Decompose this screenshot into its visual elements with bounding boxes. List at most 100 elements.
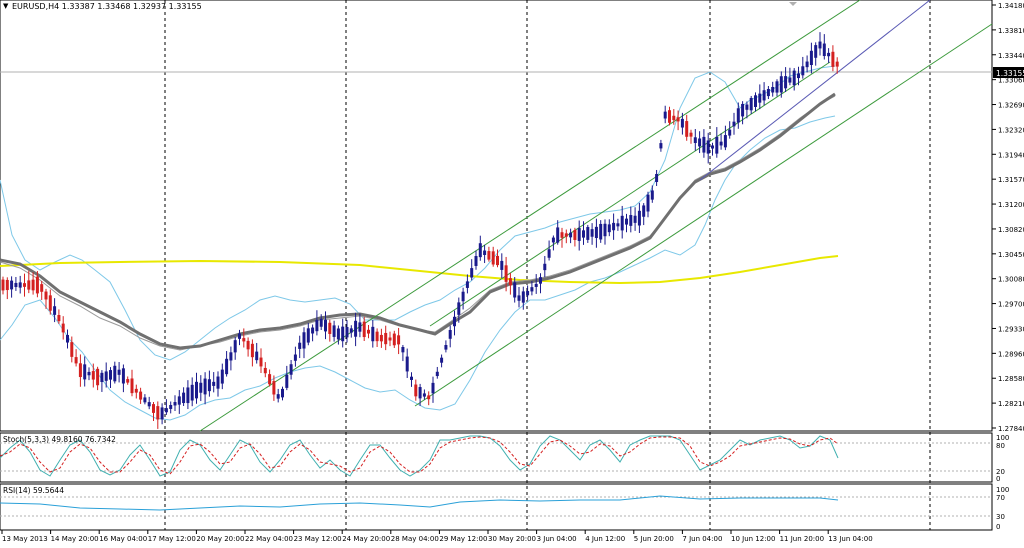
candle-body[interactable] [470,268,474,278]
candle-body[interactable] [603,223,607,237]
candle-body[interactable] [728,129,732,136]
candle-body[interactable] [169,404,173,409]
candle-body[interactable] [663,111,667,119]
candle-body[interactable] [397,335,401,345]
candle-body[interactable] [706,140,710,154]
candle-body[interactable] [741,103,745,117]
candle-body[interactable] [818,41,822,49]
candle-body[interactable] [66,334,69,343]
candle-body[interactable] [109,370,112,380]
candle-body[interactable] [642,205,646,217]
candle-body[interactable] [594,226,598,239]
candle-body[interactable] [229,352,233,361]
candle-body[interactable] [126,379,130,383]
candle-body[interactable] [143,397,147,403]
candle-body[interactable] [560,232,564,238]
candle-body[interactable] [590,229,594,237]
candle-body[interactable] [113,365,117,382]
candle-body[interactable] [797,73,800,79]
candle-body[interactable] [573,230,577,240]
candle-body[interactable] [702,136,706,153]
candle-body[interactable] [315,319,319,332]
candle-body[interactable] [319,318,323,327]
candle-body[interactable] [336,328,340,340]
candlesticks[interactable] [1,32,839,429]
candle-body[interactable] [332,325,336,337]
candle-body[interactable] [633,215,637,223]
candle-body[interactable] [87,371,91,376]
candle-body[interactable] [577,228,581,241]
candle-body[interactable] [70,342,74,357]
candle-body[interactable] [371,326,375,342]
candle-body[interactable] [405,356,409,372]
candle-body[interactable] [78,363,82,378]
candle-body[interactable] [500,260,504,270]
candle-body[interactable] [1,279,5,291]
candle-body[interactable] [186,387,190,404]
candle-body[interactable] [216,376,220,389]
candle-body[interactable] [745,104,749,110]
candle-body[interactable] [130,378,134,394]
candle-body[interactable] [779,76,783,93]
candle-body[interactable] [298,342,302,349]
candle-body[interactable] [444,345,448,350]
candle-body[interactable] [814,45,818,58]
candle-body[interactable] [61,323,65,333]
candle-body[interactable] [508,278,512,286]
candle-body[interactable] [53,306,57,315]
candle-body[interactable] [31,279,35,291]
candle-body[interactable] [418,387,422,399]
candle-body[interactable] [792,70,796,86]
candle-body[interactable] [134,388,138,393]
candle-body[interactable] [719,141,723,146]
candle-body[interactable] [207,379,211,392]
candle-body[interactable] [530,287,534,292]
candle-body[interactable] [422,393,426,397]
candle-body[interactable] [414,384,418,397]
candle-body[interactable] [23,283,26,287]
candle-body[interactable] [203,378,207,395]
candle-body[interactable] [44,291,48,300]
candle-body[interactable] [526,291,530,296]
candle-body[interactable] [680,118,684,128]
candle-body[interactable] [289,364,293,375]
candle-body[interactable] [440,357,444,363]
candle-body[interactable] [358,322,362,332]
candle-body[interactable] [233,340,237,353]
main-price-panel[interactable] [0,0,993,432]
candle-body[interactable] [620,215,624,231]
candle-body[interactable] [367,329,370,334]
candle-body[interactable] [754,95,757,107]
candle-body[interactable] [250,343,254,358]
candle-body[interactable] [164,408,168,413]
candle-body[interactable] [100,372,104,383]
candle-body[interactable] [775,81,779,93]
candle-body[interactable] [625,218,628,225]
candle-body[interactable] [5,279,9,291]
candle-body[interactable] [281,388,284,398]
candle-body[interactable] [401,346,405,353]
candle-body[interactable] [607,224,611,233]
candle-body[interactable] [384,332,388,345]
candle-body[interactable] [517,295,521,301]
candle-body[interactable] [513,282,517,298]
candle-body[interactable] [91,371,95,380]
candle-body[interactable] [177,396,181,405]
candle-body[interactable] [285,374,289,388]
candle-body[interactable] [564,233,568,237]
candle-body[interactable] [805,61,809,68]
candle-body[interactable] [238,333,241,339]
candle-body[interactable] [388,337,392,341]
candle-body[interactable] [121,368,125,384]
candle-body[interactable] [835,61,839,67]
candle-body[interactable] [10,280,14,290]
candle-body[interactable] [711,145,714,149]
candle-body[interactable] [822,43,826,57]
candle-body[interactable] [809,50,813,66]
candle-body[interactable] [195,381,198,399]
candle-body[interactable] [457,302,461,315]
candle-body[interactable] [104,371,108,381]
candle-body[interactable] [668,110,671,123]
candle-body[interactable] [736,108,740,123]
